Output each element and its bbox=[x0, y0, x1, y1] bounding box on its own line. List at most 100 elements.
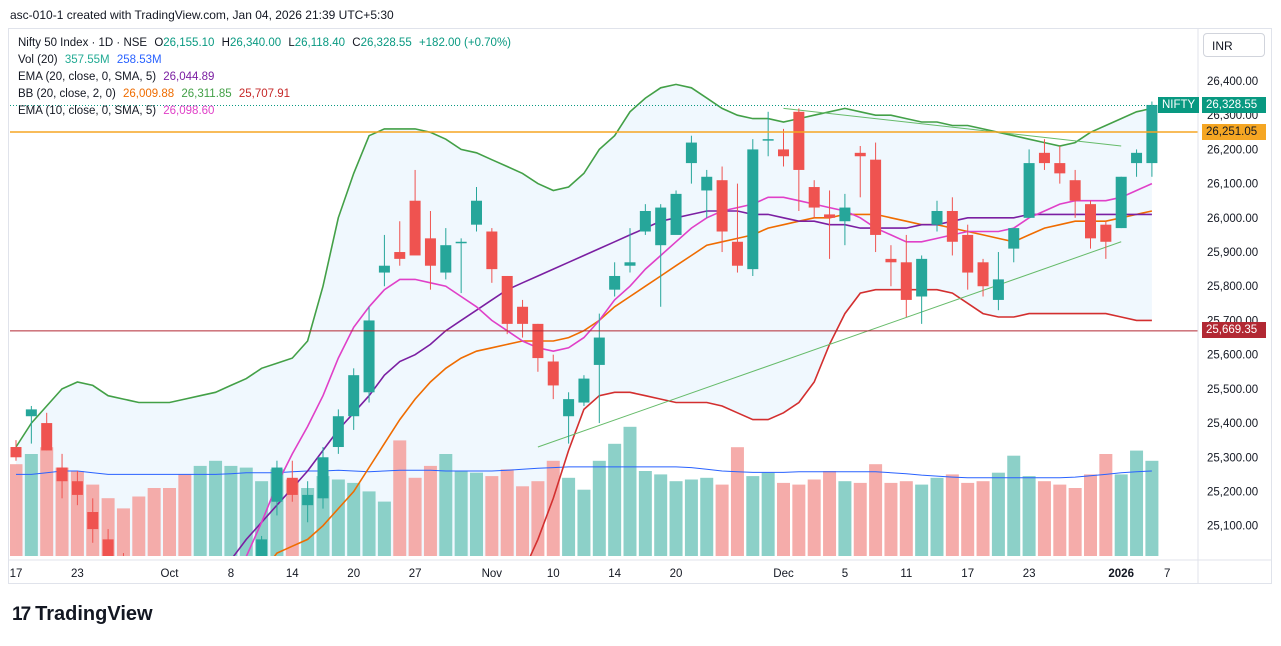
candle-body bbox=[1069, 180, 1081, 201]
x-tick-label: 7 bbox=[1164, 568, 1170, 580]
volume-bar bbox=[546, 460, 560, 556]
candle-body bbox=[946, 210, 958, 242]
volume-bar bbox=[40, 447, 54, 556]
legend-bb-upper: 26,311.85 bbox=[181, 88, 232, 100]
legend-bb-row[interactable]: BB (20, close, 2, 0) 26,009.88 26,311.85… bbox=[18, 86, 511, 103]
x-tick-label: Dec bbox=[773, 568, 794, 580]
legend-o-label: O bbox=[154, 37, 164, 49]
volume-bar bbox=[485, 476, 499, 556]
legend-open: 26,155.10 bbox=[163, 37, 215, 49]
volume-bar bbox=[408, 477, 422, 556]
volume-bar bbox=[10, 464, 23, 556]
candle-body bbox=[962, 234, 974, 273]
candle-body bbox=[1054, 163, 1066, 174]
candle-body bbox=[409, 200, 421, 256]
candle-body bbox=[302, 494, 314, 506]
candle-body bbox=[10, 447, 22, 458]
volume-bar bbox=[1022, 476, 1036, 556]
volume-bar bbox=[239, 467, 253, 556]
y-tick-label: 26,400.00 bbox=[1207, 76, 1258, 88]
candle-body bbox=[87, 512, 99, 530]
legend-ema10-row[interactable]: EMA (10, close, 0, SMA, 5) 26,098.60 bbox=[18, 103, 511, 120]
candle-body bbox=[701, 176, 713, 191]
candle-body bbox=[977, 262, 989, 287]
legend-symbol[interactable]: Nifty 50 Index · 1D · NSE bbox=[18, 37, 148, 49]
candle-body bbox=[578, 378, 590, 403]
candle-body bbox=[1131, 152, 1143, 164]
volume-bar bbox=[1068, 488, 1082, 556]
bb-basis-line bbox=[232, 210, 1152, 556]
candle-body bbox=[1100, 224, 1112, 242]
candle-body bbox=[547, 361, 559, 386]
volume-bar bbox=[1145, 460, 1159, 556]
volume-bar bbox=[255, 481, 269, 556]
volume-bar bbox=[577, 489, 591, 556]
x-tick-label: 27 bbox=[409, 568, 422, 580]
y-tick-label: 26,000.00 bbox=[1207, 213, 1258, 225]
volume-bar bbox=[915, 484, 929, 556]
legend-h-label: H bbox=[221, 37, 230, 49]
y-tick-label: 26,300.00 bbox=[1207, 110, 1258, 122]
candle-body bbox=[870, 159, 882, 235]
legend-ema10-value: 26,098.60 bbox=[163, 105, 215, 117]
candle-body bbox=[195, 635, 206, 646]
level2-price-tag: 25,669.35 bbox=[1202, 322, 1266, 338]
volume-bar bbox=[224, 465, 238, 556]
volume-bar bbox=[777, 482, 790, 556]
volume-bar bbox=[976, 481, 990, 556]
candle-body bbox=[1146, 104, 1158, 164]
candle-body bbox=[317, 457, 329, 499]
volume-bar bbox=[746, 476, 760, 556]
volume-bar bbox=[116, 508, 130, 556]
candle-body bbox=[793, 111, 805, 170]
candle-body bbox=[455, 241, 467, 244]
volume-bar bbox=[684, 479, 698, 556]
legend-bb-lower: 25,707.91 bbox=[238, 88, 291, 100]
volume-bar bbox=[285, 479, 299, 556]
x-tick-label: Oct bbox=[161, 568, 180, 580]
volume-bar bbox=[1130, 450, 1144, 556]
tradingview-brand[interactable]: 17 TradingView bbox=[12, 603, 153, 626]
legend-close: 26,328.55 bbox=[360, 37, 412, 49]
chart-header: asc-010-1 created with TradingView.com, … bbox=[10, 8, 394, 22]
x-tick-label: 8 bbox=[228, 568, 234, 580]
volume-bar bbox=[331, 479, 345, 556]
candle-body bbox=[118, 563, 129, 577]
candle-body bbox=[41, 423, 53, 451]
volume-bar bbox=[470, 472, 483, 556]
volume-bar bbox=[945, 474, 959, 556]
ema20-line bbox=[273, 210, 1153, 556]
legend-ohlc-row: Nifty 50 Index · 1D · NSE O26,155.10 H 26… bbox=[18, 35, 511, 52]
candle-body bbox=[348, 375, 360, 417]
x-tick-label: 11 bbox=[900, 568, 912, 580]
candle-body bbox=[517, 306, 529, 324]
candle-body bbox=[71, 481, 83, 495]
legend-ema20-row[interactable]: EMA (20, close, 0, SMA, 5) 26,044.89 bbox=[18, 69, 511, 86]
y-tick-label: 25,500.00 bbox=[1207, 384, 1258, 396]
candle-body bbox=[778, 149, 789, 157]
candle-body bbox=[1038, 152, 1050, 164]
y-tick-label: 25,200.00 bbox=[1207, 486, 1258, 498]
legend-vol-row[interactable]: Vol (20) 357.55M 258.53M bbox=[18, 52, 511, 69]
legend-ema20-value: 26,044.89 bbox=[163, 71, 215, 83]
x-tick-label: 17 bbox=[961, 568, 974, 580]
candle-body bbox=[1085, 204, 1096, 239]
candle-body bbox=[655, 207, 667, 246]
y-tick-label: 26,100.00 bbox=[1207, 179, 1258, 191]
x-tick-label: 17 bbox=[10, 568, 23, 580]
legend-c-label: C bbox=[352, 37, 361, 49]
volume-bar bbox=[592, 460, 606, 556]
volume-bar bbox=[132, 496, 146, 556]
candle-body bbox=[25, 409, 37, 417]
candle-body bbox=[179, 642, 190, 646]
trendline-resistance bbox=[783, 107, 1122, 147]
volume-bar bbox=[531, 481, 545, 556]
volume-bar bbox=[730, 447, 744, 556]
candle-body bbox=[609, 275, 621, 290]
currency-selector[interactable]: INR bbox=[1203, 33, 1265, 57]
candle-body bbox=[501, 275, 513, 324]
volume-bar bbox=[1007, 455, 1021, 556]
x-tick-label: 23 bbox=[1023, 568, 1036, 580]
volume-bar bbox=[454, 471, 468, 556]
